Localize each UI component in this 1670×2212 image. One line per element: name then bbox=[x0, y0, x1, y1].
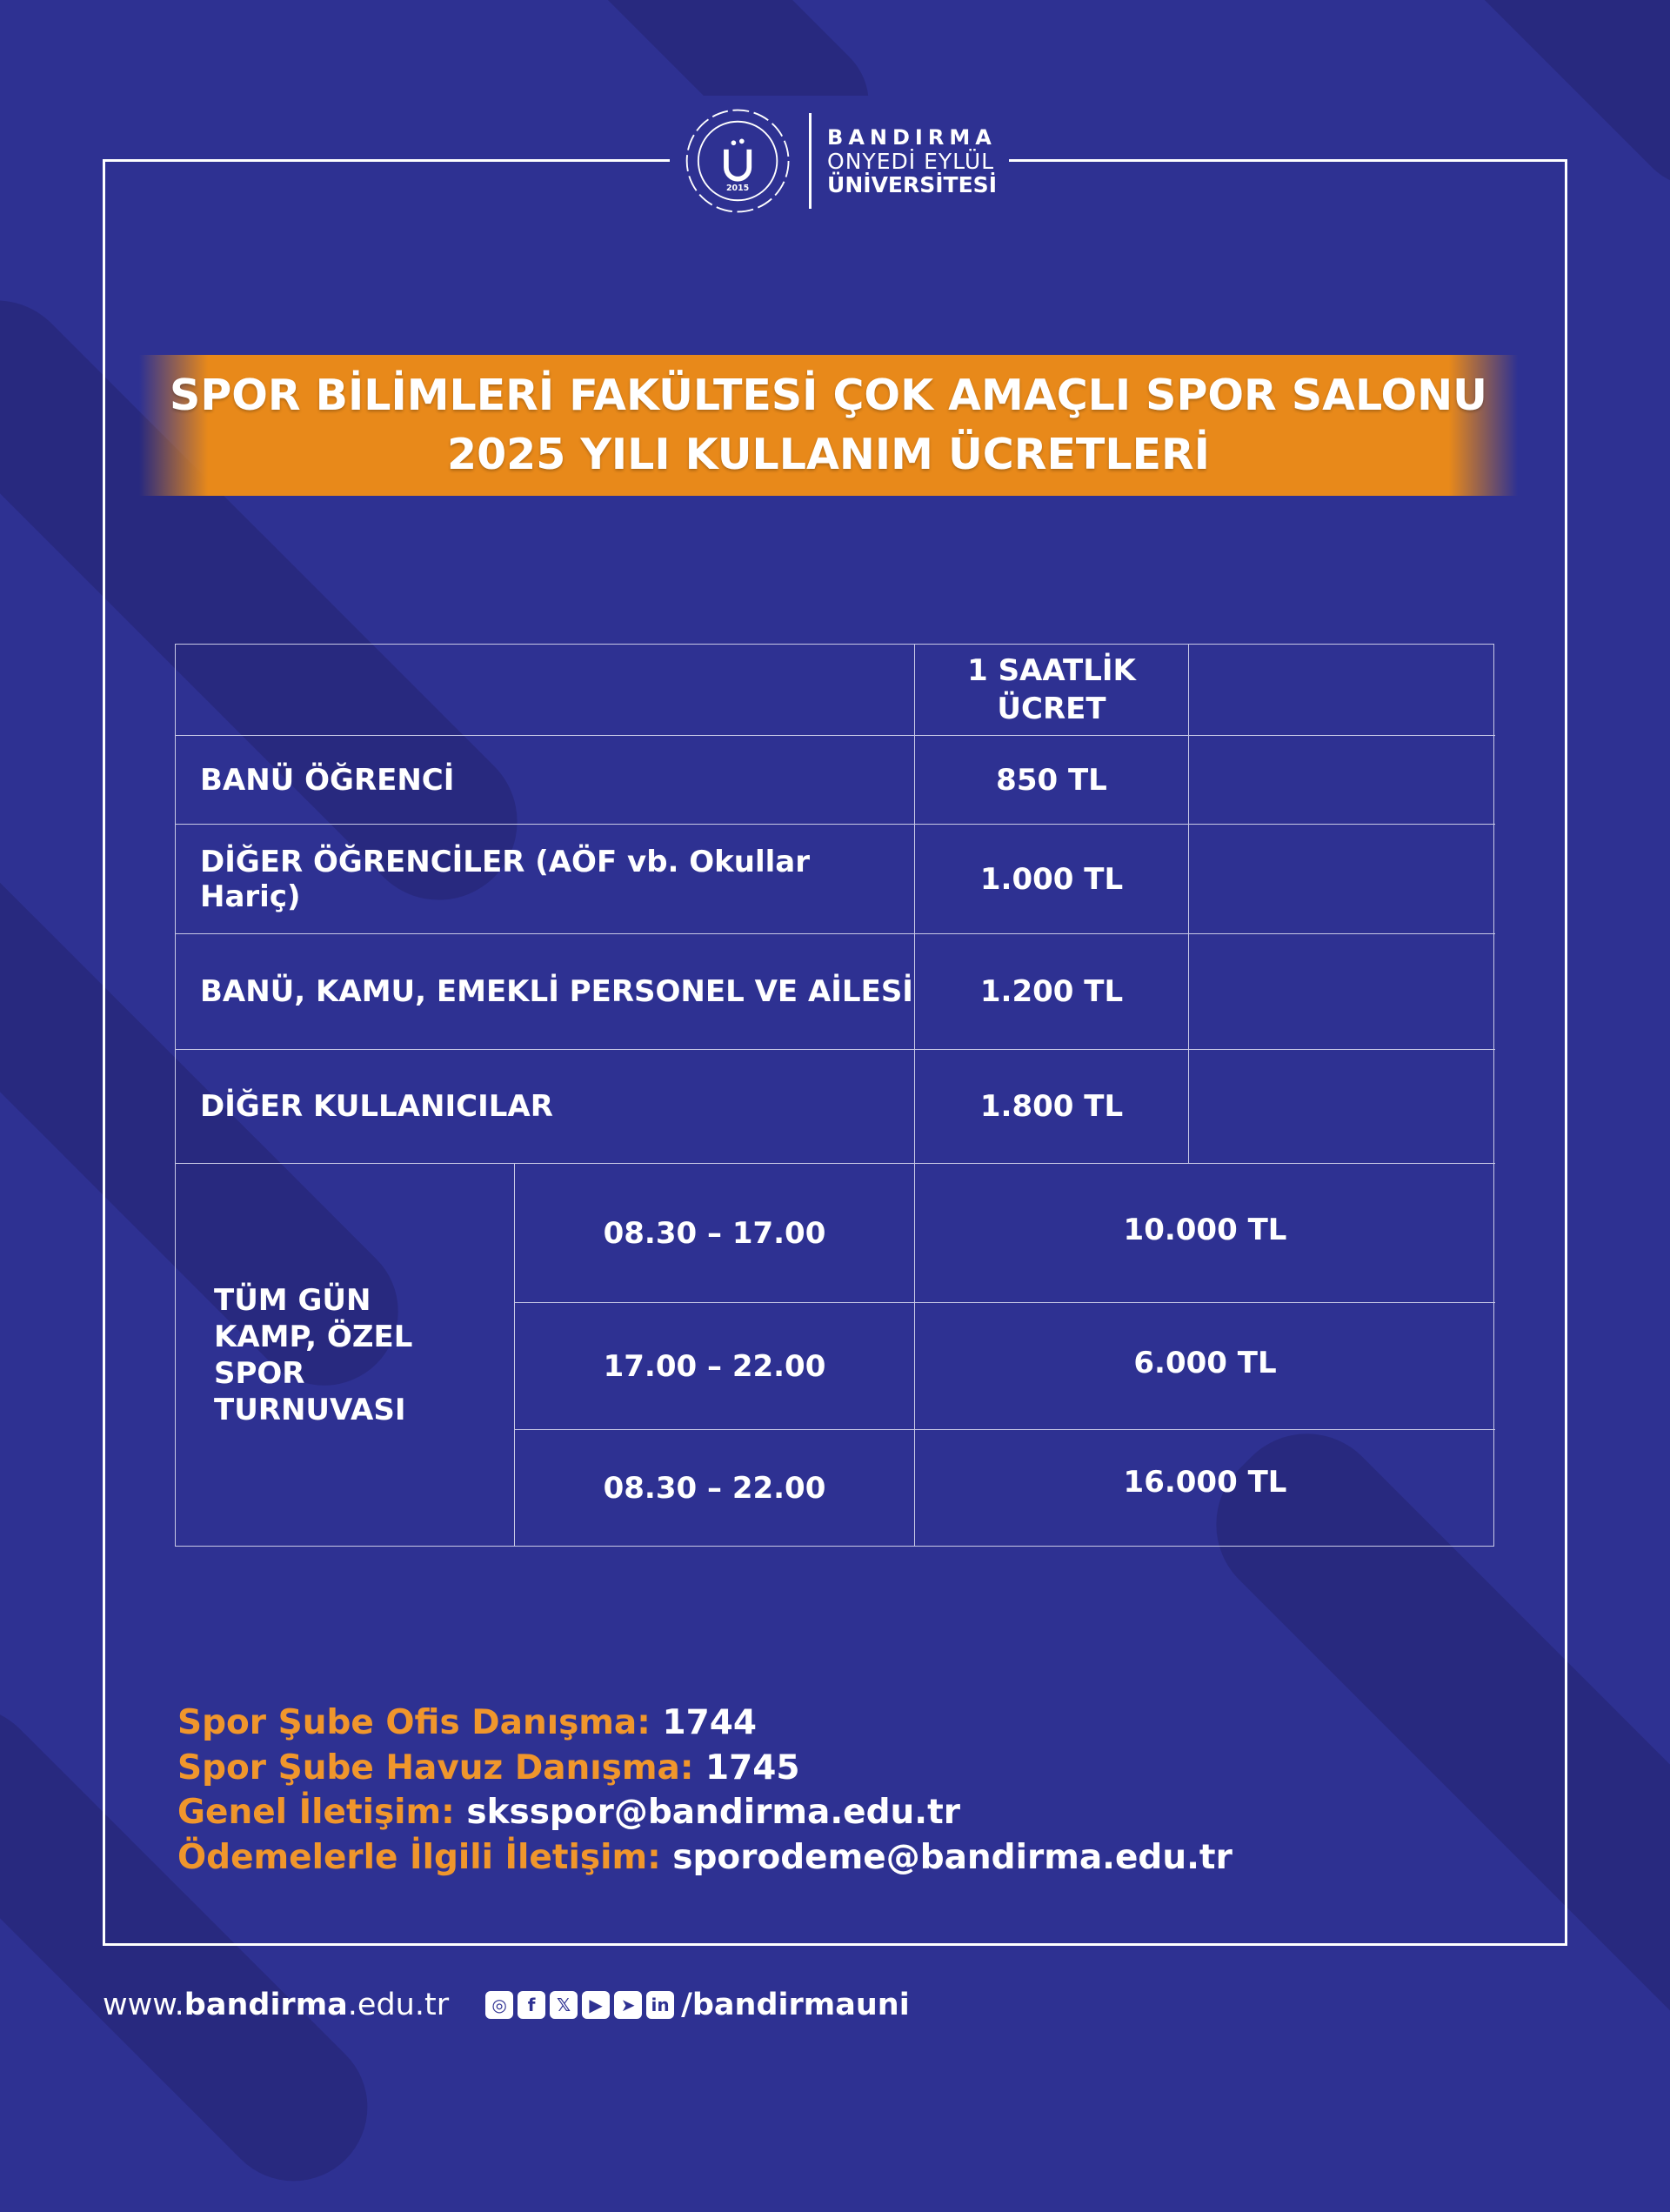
payment-email-link[interactable]: sporodeme@bandirma.edu.tr bbox=[672, 1837, 1232, 1877]
price-table: 1 SAATLİK ÜCRET BANÜ ÖĞRENCİ 850 TL DİĞE… bbox=[175, 644, 1495, 1547]
row-price: 1.200 TL bbox=[915, 934, 1189, 1050]
title-banner: SPOR BİLİMLERİ FAKÜLTESİ ÇOK AMAÇLI SPOR… bbox=[139, 355, 1518, 496]
camp-price: 6.000 TL bbox=[915, 1303, 1495, 1430]
title-line-1: SPOR BİLİMLERİ FAKÜLTESİ ÇOK AMAÇLI SPOR… bbox=[170, 371, 1487, 420]
row-price: 1.000 TL bbox=[915, 825, 1189, 934]
camp-time: 08.30 – 17.00 bbox=[515, 1164, 915, 1303]
camp-price: 16.000 TL bbox=[1123, 1464, 1287, 1500]
contact-payment: Ödemelerle İlgili İletişim: sporodeme@ba… bbox=[177, 1837, 1232, 1877]
empty-cell bbox=[1189, 934, 1495, 1050]
university-seal-icon: 2015 bbox=[685, 109, 790, 213]
camp-time: 08.30 – 22.00 bbox=[515, 1430, 915, 1546]
header-empty-cell bbox=[176, 645, 915, 736]
university-logo: 2015 BANDIRMA ONYEDİ EYLÜL ÜNİVERSİTESİ bbox=[670, 96, 1009, 226]
empty-cell bbox=[1189, 1050, 1495, 1164]
row-label: BANÜ, KAMU, EMEKLİ PERSONEL VE AİLESİ bbox=[176, 934, 915, 1050]
contact-general: Genel İletişim: sksspor@bandirma.edu.tr bbox=[177, 1793, 960, 1832]
logo-line-2: ONYEDİ EYLÜL bbox=[827, 148, 995, 174]
instagram-icon[interactable]: ◎ bbox=[485, 1991, 514, 2019]
general-email-link[interactable]: sksspor@bandirma.edu.tr bbox=[466, 1793, 960, 1832]
youtube-icon[interactable]: ▶ bbox=[582, 1991, 611, 2019]
header-empty-cell bbox=[1189, 645, 1495, 736]
contact-info: Spor Şube Ofis Danışma: 1744 Spor Şube H… bbox=[177, 1701, 1232, 1880]
facebook-icon[interactable]: f bbox=[518, 1991, 546, 2019]
empty-cell bbox=[1189, 736, 1495, 825]
svg-text:2015: 2015 bbox=[726, 184, 749, 193]
linkedin-icon[interactable]: in bbox=[646, 1991, 675, 2019]
contact-pool: Spor Şube Havuz Danışma: 1745 bbox=[177, 1748, 800, 1788]
header-hourly-fee: 1 SAATLİK ÜCRET bbox=[915, 645, 1189, 736]
logo-divider bbox=[809, 113, 812, 209]
row-price: 850 TL bbox=[915, 736, 1189, 825]
logo-line-3: ÜNİVERSİTESİ bbox=[827, 171, 997, 197]
camp-label: TÜM GÜN KAMP, ÖZEL SPOR TURNUVASI bbox=[176, 1164, 515, 1546]
row-label: DİĞER KULLANICILAR bbox=[176, 1050, 915, 1164]
row-label: BANÜ ÖĞRENCİ bbox=[176, 736, 915, 825]
x-icon[interactable]: 𝕏 bbox=[550, 1991, 578, 2019]
footer: www.bandirma.edu.tr ◎ f 𝕏 ▶ ➤ in /bandir… bbox=[103, 1988, 910, 2022]
camp-time: 17.00 – 22.00 bbox=[515, 1303, 915, 1430]
empty-cell bbox=[1189, 825, 1495, 934]
website-link[interactable]: www.bandirma.edu.tr bbox=[103, 1988, 450, 2022]
telegram-icon[interactable]: ➤ bbox=[614, 1991, 643, 2019]
contact-office: Spor Şube Ofis Danışma: 1744 bbox=[177, 1703, 757, 1742]
row-price: 1.800 TL bbox=[915, 1050, 1189, 1164]
social-handle[interactable]: /bandirmauni bbox=[681, 1988, 910, 2022]
row-label: DİĞER ÖĞRENCİLER (AÖF vb. Okullar Hariç) bbox=[176, 825, 915, 934]
title-line-2: 2025 YILI KULLANIM ÜCRETLERİ bbox=[446, 430, 1211, 479]
camp-price: 10.000 TL bbox=[915, 1164, 1495, 1303]
logo-line-1: BANDIRMA bbox=[827, 124, 997, 150]
